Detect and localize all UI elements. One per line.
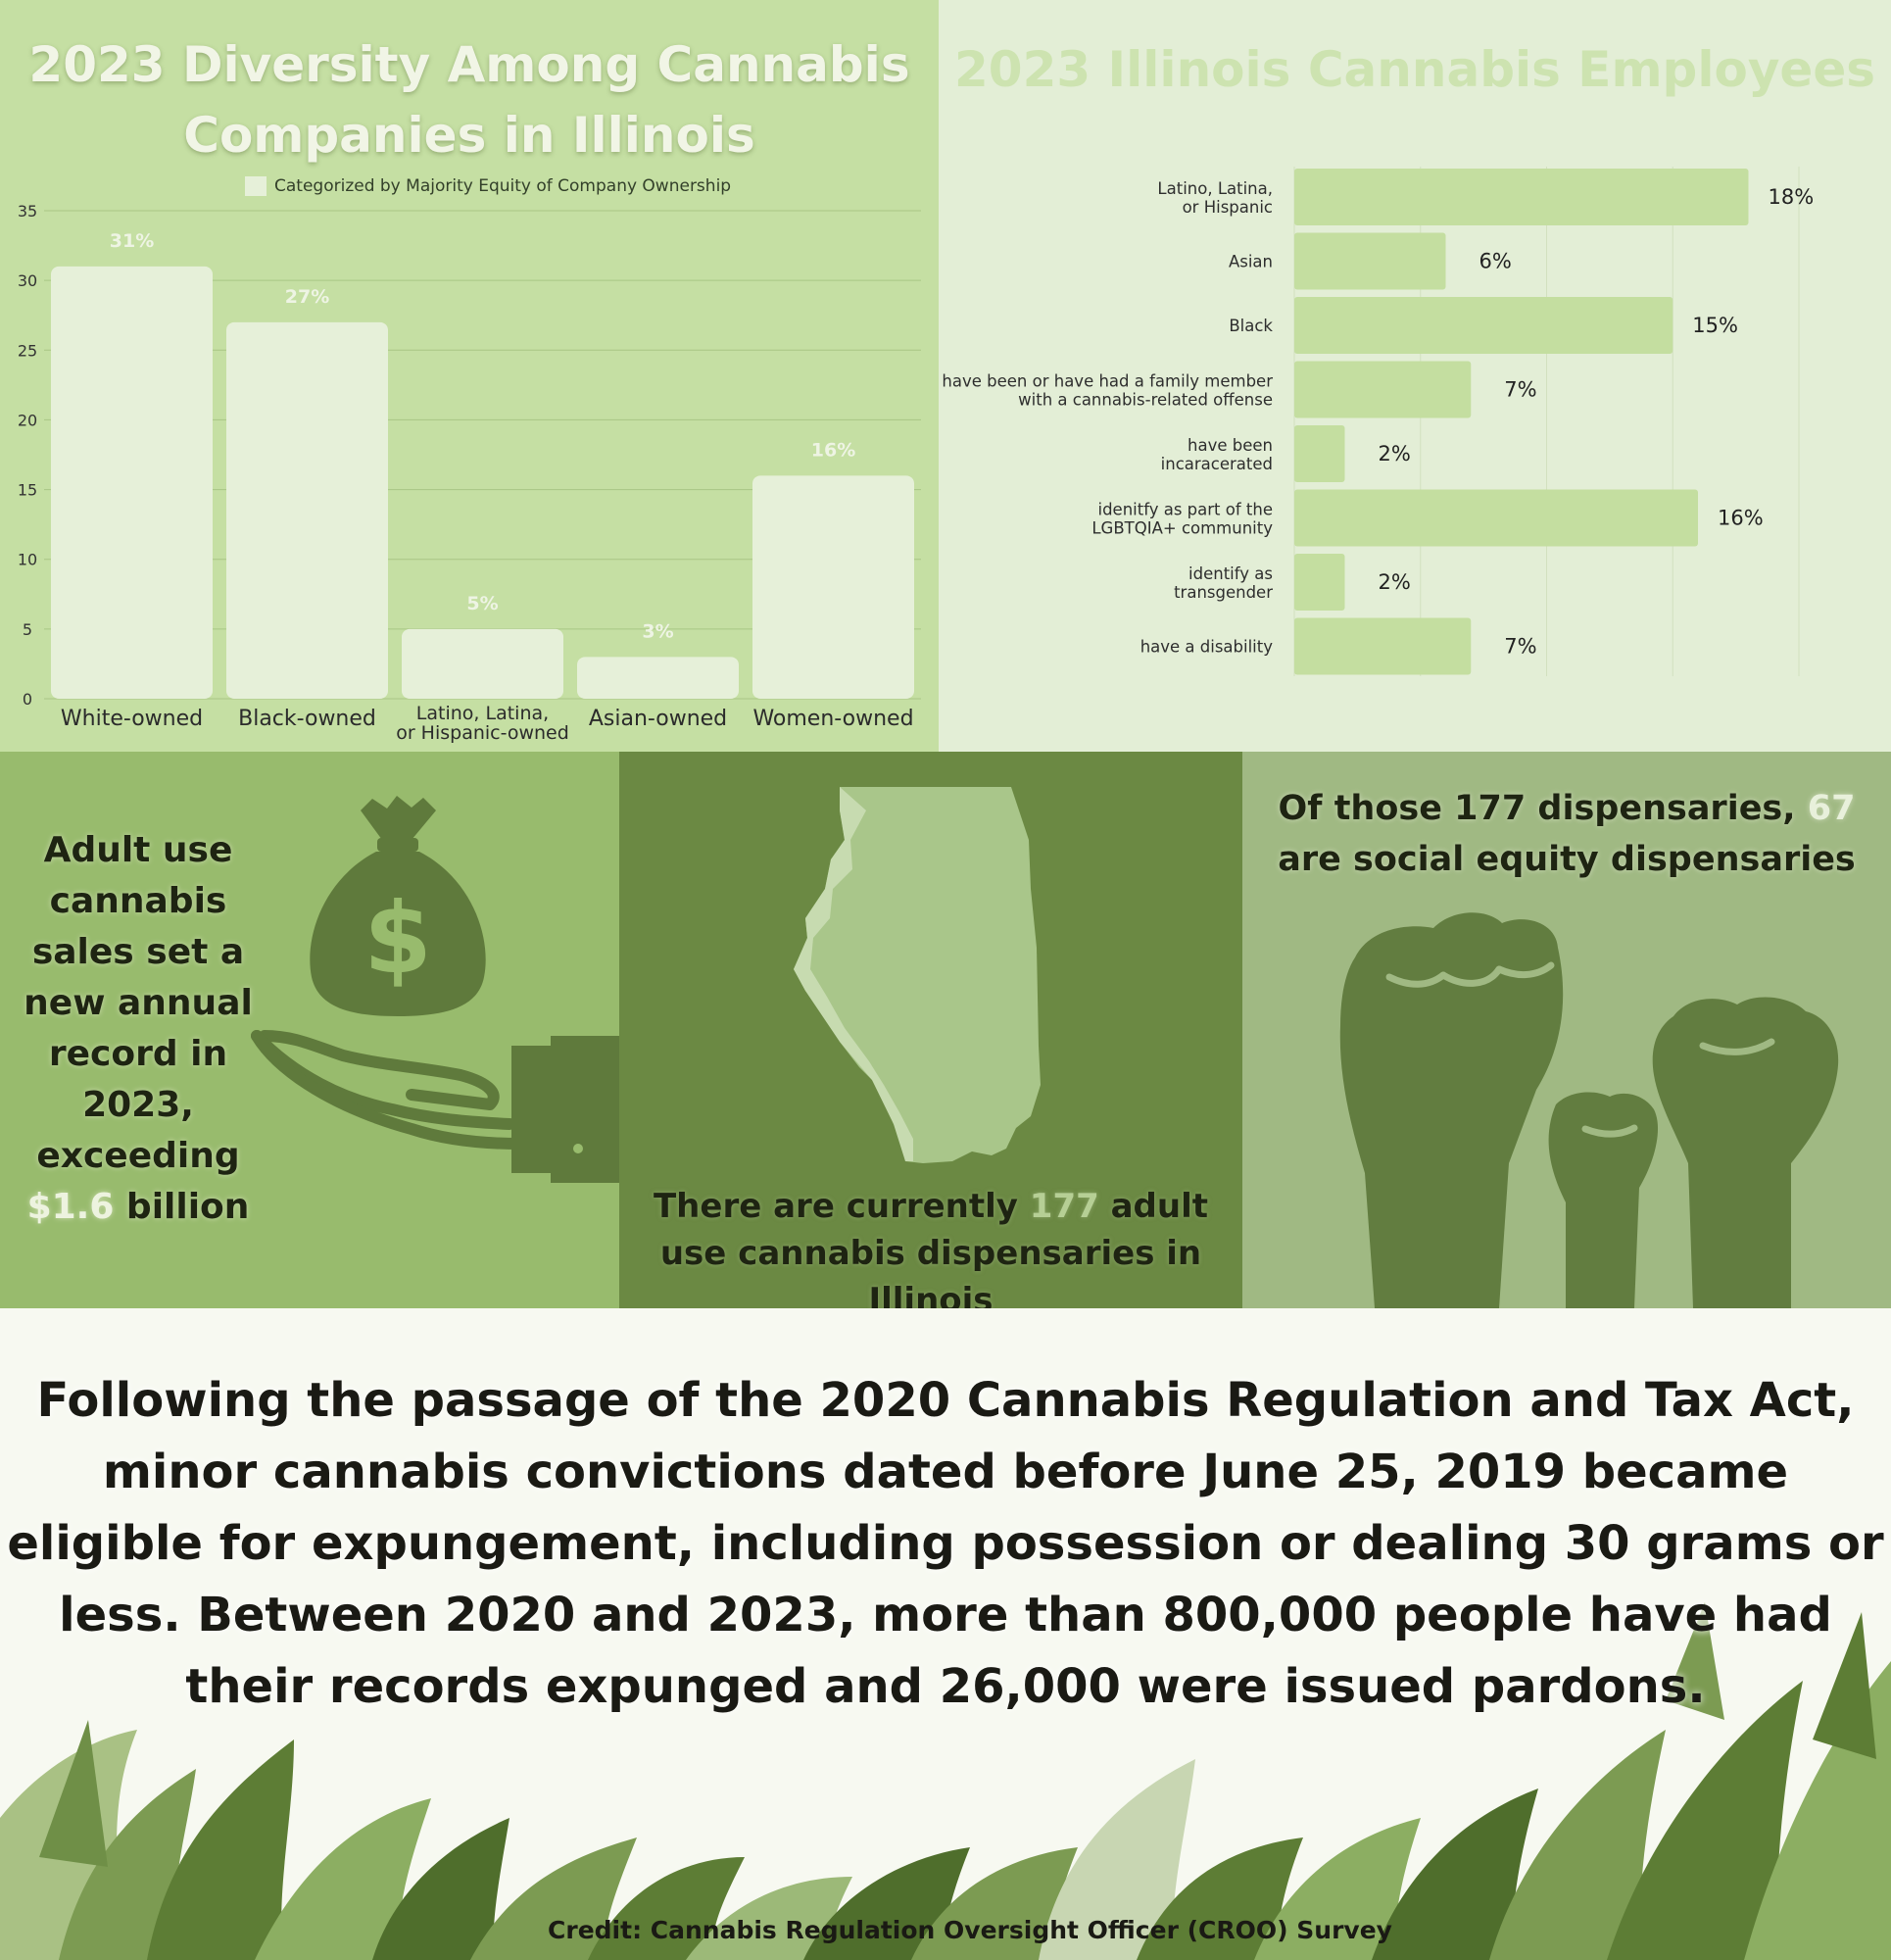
y-tick-label: 5 (23, 620, 32, 639)
bar (577, 657, 739, 699)
dispensary-count: 177 (1029, 1187, 1099, 1226)
y-category-label: Asian (1229, 253, 1273, 271)
bar (1294, 617, 1472, 675)
svg-text:$: $ (364, 881, 432, 996)
y-tick-label: 20 (18, 411, 37, 429)
dispensary-text-main: There are currently (653, 1187, 1030, 1226)
credit-line: Credit: Cannabis Regulation Oversight Of… (548, 1916, 1392, 1944)
title-line-2: Companies in Illinois (183, 107, 755, 164)
sales-text: Adult use cannabis sales set a new annua… (0, 825, 276, 1233)
equity-text-end: are social equity dispensaries (1278, 840, 1856, 879)
plant-leaf-icon (0, 1602, 1891, 1960)
social-equity-panel: Of those 177 dispensaries, 67 are social… (1242, 752, 1891, 1308)
sales-panel: Adult use cannabis sales set a new annua… (0, 752, 619, 1308)
title-line-1: 2023 Diversity Among Cannabis (28, 36, 910, 93)
bar (1294, 361, 1472, 418)
bar-value-label: 27% (285, 286, 329, 308)
bar-value-label: 18% (1769, 185, 1815, 209)
x-category-label: Asian-owned (589, 707, 727, 731)
bar (1294, 169, 1749, 225)
y-tick-label: 10 (18, 551, 37, 569)
bar-value-label: 7% (1504, 635, 1536, 659)
legend-label: Categorized by Majority Equity of Compan… (274, 176, 732, 196)
bar (402, 628, 563, 699)
employee-diversity-title: 2023 Illinois Cannabis Employees (953, 41, 1875, 98)
sales-text-main: Adult use cannabis sales set a new annua… (24, 830, 253, 1176)
bar-value-label: 7% (1504, 378, 1536, 402)
employee-bar-chart: 18% Latino, Latina, or Hispanic 6% Asian 15% B… (942, 167, 1815, 676)
open-hand-icon (251, 1030, 619, 1183)
expungement-paragraph: Following the passage of the 2020 Cannab… (7, 1373, 1884, 1714)
y-category-label: have a disability (1140, 638, 1274, 657)
x-category-label: Latino, Latina, or Hispanic-owned (396, 703, 569, 744)
dispensary-count-panel: There are currently 177 adult use cannab… (619, 752, 1242, 1308)
cannabis-plants-illustration (0, 1602, 1891, 1960)
sales-text-end: billion (114, 1187, 250, 1227)
bar-value-label: 2% (1379, 442, 1411, 466)
y-category-label: identify as transgender (1174, 564, 1273, 602)
dispensary-text-end: adult use cannabis dispensaries in Illin… (659, 1187, 1208, 1308)
map-illustration (794, 787, 1041, 1163)
bar-value-label: 16% (1718, 507, 1764, 530)
social-equity-text: Of those 177 dispensaries, 67 are social… (1242, 783, 1891, 885)
bar-value-label: 3% (642, 620, 673, 642)
bar (752, 475, 914, 699)
bar (1294, 489, 1698, 547)
x-category-label: Black-owned (238, 707, 376, 731)
legend-swatch (245, 176, 267, 196)
bar (51, 266, 213, 699)
bar-value-label: 5% (466, 593, 498, 614)
money-illustration: $ (251, 796, 619, 1183)
fist-finger-lines (1385, 961, 1775, 1138)
bar-value-label: 16% (811, 439, 855, 461)
y-tick-label: 30 (18, 271, 37, 290)
y-category-label: have been or have had a family member wit… (942, 372, 1273, 410)
y-category-label: Latino, Latina, or Hispanic (1157, 179, 1273, 217)
expungement-section: Following the passage of the 2020 Cannab… (0, 1308, 1891, 1960)
company-diversity-title: 2023 Diversity Among Cannabis Companies … (0, 29, 939, 171)
y-tick-label: 0 (23, 690, 32, 709)
bar-value-label: 15% (1692, 314, 1738, 337)
y-tick-label: 25 (18, 341, 37, 360)
fists-illustration (1339, 912, 1839, 1308)
y-tick-label: 35 (18, 202, 37, 220)
bar (1294, 232, 1446, 290)
y-category-label: have been incaracerated (1161, 436, 1273, 473)
chart-legend: Categorized by Majority Equity of Compan… (245, 176, 731, 196)
illinois-map-icon (794, 787, 1041, 1163)
bar-value-label: 6% (1479, 250, 1512, 273)
money-bag-icon: $ (310, 796, 486, 1016)
company-diversity-panel: 2023 Diversity Among Cannabis Companies … (0, 0, 939, 752)
bar-value-label: 2% (1379, 570, 1411, 594)
employee-diversity-panel: 2023 Illinois Cannabis Employees 18% Lati… (939, 0, 1891, 755)
y-category-label: idenitfy as part of the LGBTQIA+ communit… (1091, 501, 1273, 538)
company-ownership-bar-chart: 0 5 10 15 20 25 30 35 31% White-owned 27% Black-own… (18, 202, 921, 744)
x-category-label: Women-owned (752, 707, 913, 731)
bar (226, 321, 388, 699)
bar (1294, 297, 1673, 354)
y-category-label: Black (1229, 317, 1273, 335)
equity-text-main: Of those 177 dispensaries, (1278, 789, 1808, 828)
social-equity-count: 67 (1807, 789, 1856, 828)
y-tick-label: 15 (18, 481, 37, 500)
x-category-label: White-owned (61, 707, 203, 731)
bar (1294, 554, 1345, 611)
dispensary-count-text: There are currently 177 adult use cannab… (619, 1183, 1242, 1308)
raised-fist-icon (1339, 912, 1839, 1308)
sales-amount: $1.6 (26, 1187, 115, 1227)
bar-value-label: 31% (110, 230, 154, 252)
bar (1294, 425, 1345, 482)
